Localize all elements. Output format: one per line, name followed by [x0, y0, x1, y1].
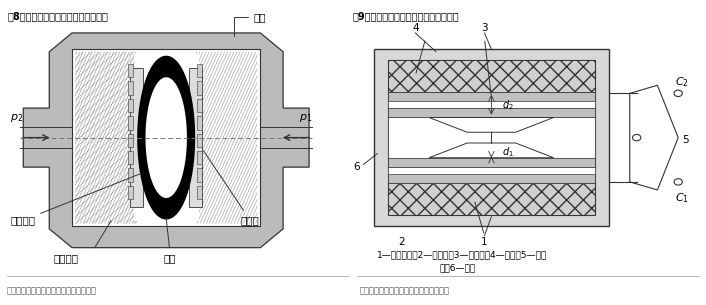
Text: $p_1$: $p_1$: [299, 112, 313, 124]
Text: 6: 6: [353, 162, 360, 172]
Bar: [388, 158, 595, 167]
Bar: [197, 81, 202, 95]
Text: 图9：差动电容式加速度传感器的结构图: 图9：差动电容式加速度传感器的结构图: [353, 12, 460, 21]
Text: 4: 4: [412, 23, 419, 33]
Bar: [388, 167, 595, 174]
Circle shape: [633, 135, 641, 141]
Text: 外壳: 外壳: [234, 12, 266, 35]
Bar: [131, 68, 143, 207]
Text: 图8：差动电容式压力传感器的结构图: 图8：差动电容式压力传感器的结构图: [7, 12, 108, 21]
Bar: [373, 49, 609, 226]
Polygon shape: [145, 77, 187, 198]
Bar: [128, 168, 133, 182]
Bar: [388, 60, 595, 215]
Bar: [197, 64, 202, 77]
Polygon shape: [429, 143, 554, 158]
Bar: [128, 151, 133, 164]
Bar: [128, 99, 133, 112]
Polygon shape: [630, 85, 678, 190]
Bar: [197, 151, 202, 164]
Bar: [388, 117, 595, 158]
Bar: [388, 183, 595, 215]
Text: 金属镀层: 金属镀层: [11, 174, 141, 225]
Bar: [197, 99, 202, 112]
Text: 1: 1: [481, 237, 488, 247]
Bar: [128, 134, 133, 147]
Circle shape: [674, 179, 682, 185]
Polygon shape: [138, 57, 193, 218]
Bar: [388, 174, 595, 183]
Bar: [189, 68, 202, 207]
Text: 膜片: 膜片: [163, 253, 176, 263]
Bar: [197, 116, 202, 130]
Bar: [388, 92, 595, 101]
Text: 1—固定极板；2—绝缘楔；3—质量块；4—弹簧；5—输出: 1—固定极板；2—绝缘楔；3—质量块；4—弹簧；5—输出: [377, 250, 547, 259]
Bar: [388, 60, 595, 92]
Text: $C_1$: $C_1$: [675, 191, 689, 205]
Bar: [128, 186, 133, 199]
Bar: [388, 101, 595, 108]
Text: 3: 3: [481, 23, 488, 33]
Text: $p_2$: $p_2$: [11, 112, 23, 124]
Text: 资料来源：《机器人传感器》（沈明路）: 资料来源：《机器人传感器》（沈明路）: [360, 287, 450, 296]
Text: $C_2$: $C_2$: [675, 76, 688, 89]
Bar: [133, 54, 198, 221]
Bar: [72, 49, 261, 226]
Polygon shape: [23, 33, 309, 248]
Text: $d_2$: $d_2$: [502, 98, 513, 112]
Bar: [388, 108, 595, 117]
Bar: [128, 81, 133, 95]
Text: 过滤器: 过滤器: [203, 151, 260, 225]
Bar: [197, 186, 202, 199]
Text: 5: 5: [682, 135, 688, 145]
Text: 端；6—壳体: 端；6—壳体: [439, 264, 476, 273]
Polygon shape: [429, 117, 554, 132]
Bar: [128, 116, 133, 130]
Text: 凹形玻璃: 凹形玻璃: [53, 253, 78, 263]
Text: 资料来源：《机器人传感器》（沈明路）: 资料来源：《机器人传感器》（沈明路）: [7, 287, 97, 296]
Text: $d_1$: $d_1$: [502, 145, 513, 159]
Circle shape: [674, 90, 682, 97]
Text: 2: 2: [398, 237, 405, 247]
Bar: [197, 168, 202, 182]
Bar: [197, 134, 202, 147]
Bar: [128, 64, 133, 77]
